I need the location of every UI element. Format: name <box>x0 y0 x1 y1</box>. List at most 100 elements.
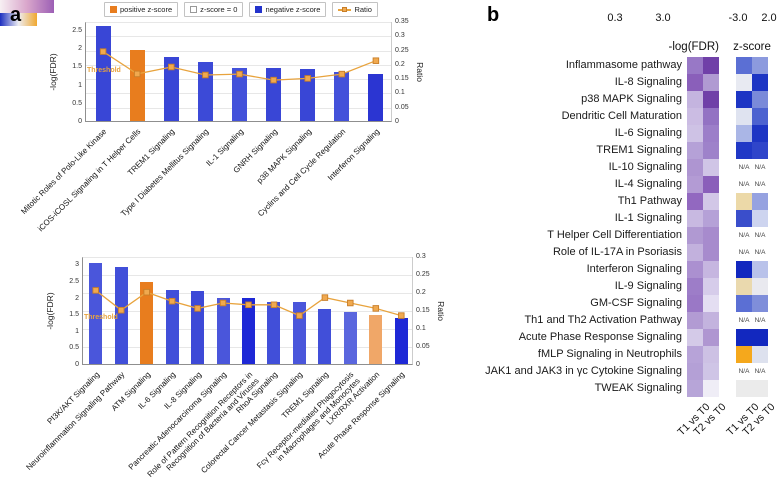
bar-acute-phase-response-signaling <box>394 318 408 364</box>
gridline <box>83 275 412 276</box>
fdr-cell <box>703 261 719 278</box>
heatmap-row-label: Role of IL-17A in Psoriasis <box>552 246 682 258</box>
y-axis-tick: 1 <box>78 81 82 89</box>
bar-role-of-pattern-recognition-receptors-in <box>242 297 255 364</box>
y2-axis-tick: 0 <box>395 118 399 125</box>
zscore-cell <box>736 329 752 346</box>
fdr-cell <box>687 363 703 380</box>
heatmap-row-label: Th1 Pathway <box>617 195 682 207</box>
bar-rhoa-signaling <box>267 301 281 364</box>
gridline <box>83 257 412 258</box>
zscore-cell-na: N/A <box>754 317 766 324</box>
panel-b-label: b <box>487 4 500 26</box>
y2-axis-title: Ratio <box>415 62 425 82</box>
zscore-heatmap-title: z-score <box>733 41 771 53</box>
fdr-scalebar <box>0 0 54 13</box>
bar-icos-icosl-signaling-in-t-helper-cells <box>129 50 145 121</box>
zscore-cell <box>736 278 752 295</box>
fdr-cell <box>687 380 703 397</box>
zscore-cell <box>736 108 752 125</box>
heatmap-row-label: Acute Phase Response Signaling <box>518 331 682 343</box>
threshold-label: Threshold <box>87 67 121 74</box>
bar-trem1-signaling <box>318 309 332 364</box>
panel-b-heatmaps: 0.3 3.0 -3.0 2.0 -log(FDR) z-score Inflammasom… <box>0 0 778 438</box>
zscore-cell <box>752 108 768 125</box>
zscore-cell-na: N/A <box>754 249 766 256</box>
zscore-cell-na: N/A <box>738 317 750 324</box>
fdr-scale-max: 3.0 <box>655 12 671 24</box>
y2-axis-tick: 0 <box>416 361 420 368</box>
fdr-cell <box>687 91 703 108</box>
y2-axis-tick: 0.3 <box>416 253 426 260</box>
zscore-cell-na: N/A <box>738 181 750 188</box>
fdr-cell <box>687 312 703 329</box>
fdr-cell <box>687 261 703 278</box>
zscore-cell-na: N/A <box>754 164 766 171</box>
legend-swatch-icon <box>190 6 198 13</box>
y-axis-tick: 3 <box>75 261 79 269</box>
bar-fc-receptor-mediated-phagocytosis <box>343 311 357 364</box>
zscore-cell <box>752 210 768 227</box>
fdr-cell <box>687 176 703 193</box>
heatmap-row-label: IL-8 Signaling <box>614 76 682 88</box>
gridline <box>83 293 412 294</box>
y2-axis-tick: 0.25 <box>395 46 409 54</box>
plot-area-a-top: Threshold <box>85 22 392 122</box>
fdr-cell <box>703 312 719 329</box>
heatmap-row-label: IL-6 Signaling <box>614 127 682 139</box>
zscore-cell-na: N/A <box>754 181 766 188</box>
bar-gnrh-signaling <box>266 68 282 121</box>
y-axis-tick: 2 <box>75 294 79 302</box>
y-axis-tick: 0.5 <box>72 99 82 107</box>
fdr-cell <box>703 295 719 312</box>
zscore-cell-na: N/A <box>738 249 750 256</box>
zscore-cell-na: N/A <box>738 368 750 375</box>
fdr-cell <box>687 57 703 74</box>
legend-item-ratio: Ratio <box>332 2 378 17</box>
fdr-cell <box>687 244 703 261</box>
y2-axis-tick: 0.15 <box>416 307 430 314</box>
fdr-cell <box>703 176 719 193</box>
bar-interferon-signaling <box>368 74 384 121</box>
chart-legend: positive z-score z-score = 0 negative z-sc… <box>85 2 397 17</box>
fdr-cell <box>703 57 719 74</box>
zscore-cell <box>752 74 768 91</box>
fdr-cell <box>687 295 703 312</box>
y-axis-title: -log(FDR) <box>45 292 55 330</box>
zscore-scale-min: -3.0 <box>728 12 748 24</box>
fdr-cell <box>703 363 719 380</box>
bar-mitotic-roles-of-polo-like-kinase <box>95 25 111 121</box>
fdr-cell <box>687 142 703 159</box>
y2-axis-title: Ratio <box>436 301 446 321</box>
zscore-cell <box>752 142 768 159</box>
zscore-cell <box>736 125 752 142</box>
heatmap-row-label: Dendritic Cell Maturation <box>561 110 682 122</box>
fdr-cell <box>687 210 703 227</box>
fdr-cell <box>703 159 719 176</box>
y-axis-tick: 1 <box>75 327 79 335</box>
zscore-cell <box>736 261 752 278</box>
zscore-cell <box>736 380 752 397</box>
zscore-cell <box>752 193 768 210</box>
y-axis-tick: 2.5 <box>69 277 79 285</box>
heatmap-row-label: IL-4 Signaling <box>614 178 682 190</box>
zscore-cell <box>752 329 768 346</box>
zscore-cell-na: N/A <box>738 232 750 239</box>
bar-atm-signaling <box>140 281 154 364</box>
heatmap-row-label: JAK1 and JAK3 in γc Cytokine Signaling <box>485 365 682 377</box>
legend-ratio-line-icon <box>338 6 352 13</box>
heatmap-row-label: IL-9 Signaling <box>614 280 682 292</box>
zscore-cell <box>752 380 768 397</box>
fdr-cell <box>687 346 703 363</box>
fdr-cell <box>703 193 719 210</box>
gridline <box>86 50 391 52</box>
fdr-cell <box>703 142 719 159</box>
fdr-cell <box>703 74 719 91</box>
zscore-cell <box>736 193 752 210</box>
legend-swatch-icon <box>255 6 263 13</box>
y2-axis-tick: 0.25 <box>416 271 430 278</box>
zscore-cell-na: N/A <box>754 368 766 375</box>
bar-p38-mapk-signaling <box>300 68 316 121</box>
zscore-cell <box>752 278 768 295</box>
